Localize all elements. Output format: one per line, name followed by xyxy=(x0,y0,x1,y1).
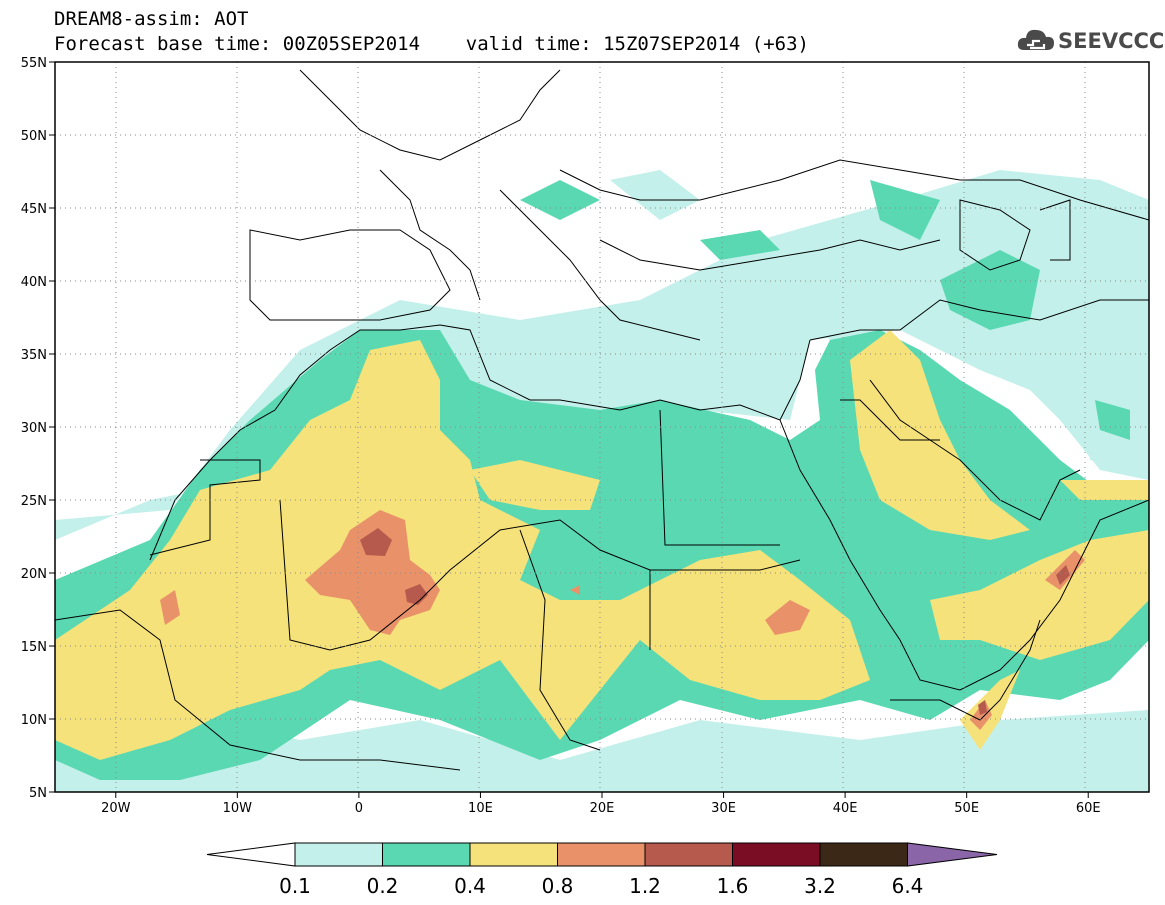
colorbar-swatch xyxy=(382,842,471,867)
cloud-icon xyxy=(1017,29,1054,50)
lat-tick-label: 30N xyxy=(21,421,47,436)
lat-tick-label: 50N xyxy=(21,129,47,144)
lat-tick-label: 10N xyxy=(21,713,47,728)
colorbar-swatch xyxy=(469,842,558,867)
aot-colorbar: 0.1 0.2 0.4 0.8 1.2 1.6 3.2 6.4 xyxy=(206,842,998,898)
colorbar-swatch xyxy=(644,842,733,867)
colorbar-over-arrow xyxy=(907,842,998,867)
colorbar-label: 6.4 xyxy=(892,874,924,898)
lat-tick-label: 55N xyxy=(21,56,47,71)
longitude-axis: 20W 10W 0 10E 20E 30E 40E 50E 60E xyxy=(101,792,1101,816)
lat-tick-label: 5N xyxy=(29,786,47,801)
aot-level-1.2 xyxy=(360,528,1070,715)
map-gridlines xyxy=(55,62,1149,792)
colorbar-label: 1.6 xyxy=(717,874,749,898)
map-title: DREAM8-assim: AOT xyxy=(54,8,249,30)
lon-tick-label: 20W xyxy=(101,801,131,816)
lat-tick-label: 20N xyxy=(21,567,47,582)
lat-tick-label: 40N xyxy=(21,275,47,290)
colorbar-label: 0.2 xyxy=(367,874,399,898)
lon-tick-label: 20E xyxy=(590,801,615,816)
colorbar-swatch xyxy=(819,842,908,867)
aot-field xyxy=(55,170,1149,792)
lat-tick-label: 35N xyxy=(21,348,47,363)
colorbar-under-arrow xyxy=(206,842,296,867)
lat-tick-label: 15N xyxy=(21,640,47,655)
colorbar-label: 0.4 xyxy=(454,874,486,898)
lon-tick-label: 40E xyxy=(833,801,858,816)
colorbar-swatch xyxy=(294,842,383,867)
lon-tick-label: 10E xyxy=(468,801,493,816)
lon-tick-label: 50E xyxy=(954,801,979,816)
latitude-axis: 55N 50N 45N 40N 35N 30N 25N 20N 15N 10N 5N xyxy=(21,56,55,801)
lon-tick-label: 0 xyxy=(355,801,363,816)
lon-tick-label: 60E xyxy=(1076,801,1101,816)
lon-tick-label: 10W xyxy=(223,801,253,816)
coastlines-and-borders xyxy=(55,62,1149,792)
logo-text: SEEVCCC xyxy=(1058,29,1165,53)
aot-level-0.4 xyxy=(55,330,1149,760)
map-subtitle-times: Forecast base time: 00Z05SEP2014 valid t… xyxy=(54,33,809,55)
lat-tick-label: 45N xyxy=(21,202,47,217)
lat-tick-label: 25N xyxy=(21,494,47,509)
colorbar-label: 1.2 xyxy=(629,874,661,898)
colorbar-label: 0.8 xyxy=(542,874,574,898)
lon-tick-label: 30E xyxy=(711,801,736,816)
colorbar-label: 0.1 xyxy=(279,874,311,898)
seevccc-logo: SEEVCCC xyxy=(1016,24,1164,56)
colorbar-swatch xyxy=(732,842,821,867)
colorbar-label: 3.2 xyxy=(804,874,836,898)
colorbar-swatch xyxy=(557,842,646,867)
